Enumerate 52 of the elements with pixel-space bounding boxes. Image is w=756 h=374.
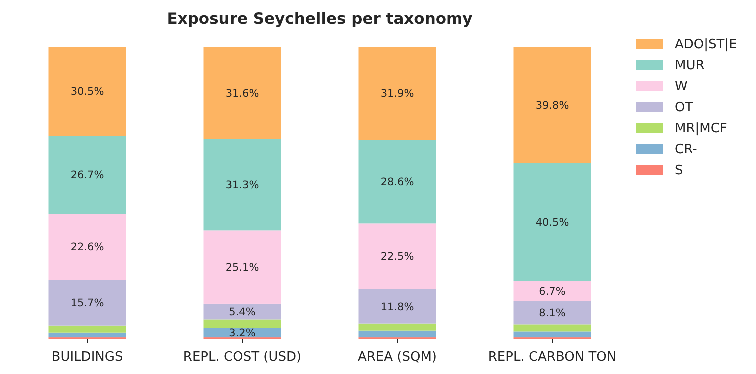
data-label: 6.7%: [539, 286, 566, 298]
bar: [48, 326, 126, 333]
bar: [48, 332, 126, 338]
data-label: 28.6%: [380, 176, 414, 189]
data-label: 31.9%: [380, 88, 414, 100]
data-label: 15.7%: [70, 298, 104, 310]
legend-label: MR|MCF: [675, 122, 728, 137]
data-label: 11.8%: [380, 301, 414, 314]
legend-label: W: [675, 80, 688, 95]
bar: [204, 47, 282, 140]
legend-label: OT: [675, 100, 694, 116]
data-label: 22.6%: [70, 242, 104, 254]
legend-label: CR-: [675, 142, 698, 158]
x-tick-label: BUILDINGS: [52, 350, 124, 365]
bar: [514, 301, 592, 325]
bar: [514, 47, 592, 164]
bar: [358, 324, 436, 331]
bar: [358, 224, 436, 290]
data-label: 31.6%: [226, 88, 260, 100]
x-tick-label: REPL. CARBON TON: [488, 350, 617, 365]
data-label: 5.4%: [229, 306, 256, 319]
bar: [48, 280, 126, 326]
data-label: 40.5%: [536, 217, 570, 230]
bar: [204, 230, 282, 304]
bar: [358, 289, 436, 324]
bar: [358, 47, 436, 140]
bar: [48, 136, 126, 214]
chart-title: Exposure Seychelles per taxonomy: [167, 10, 473, 28]
bar: [514, 332, 592, 338]
bar: [514, 324, 592, 332]
data-label: 22.5%: [380, 251, 414, 264]
data-label: 39.8%: [536, 100, 570, 112]
x-tick-label: AREA (SQM): [358, 350, 438, 365]
bar: [48, 214, 126, 280]
bar: [204, 320, 282, 328]
data-label: 3.2%: [229, 328, 256, 340]
bar: [514, 163, 592, 282]
bar: [204, 304, 282, 320]
bar: [358, 330, 436, 338]
data-label: 8.1%: [539, 308, 566, 320]
x-tick-label: REPL. COST (USD): [183, 350, 302, 365]
bar: [358, 140, 436, 224]
legend-label: S: [675, 164, 684, 179]
data-label: 31.3%: [226, 180, 260, 192]
data-label: 26.7%: [70, 170, 104, 182]
legend-label: ADO|ST|E: [675, 38, 738, 53]
bar: [204, 139, 282, 231]
data-label: 30.5%: [70, 86, 104, 98]
bar: [48, 47, 126, 136]
bar: [514, 281, 592, 302]
legend-label: MUR: [675, 58, 705, 74]
data-label: 25.1%: [226, 262, 260, 274]
